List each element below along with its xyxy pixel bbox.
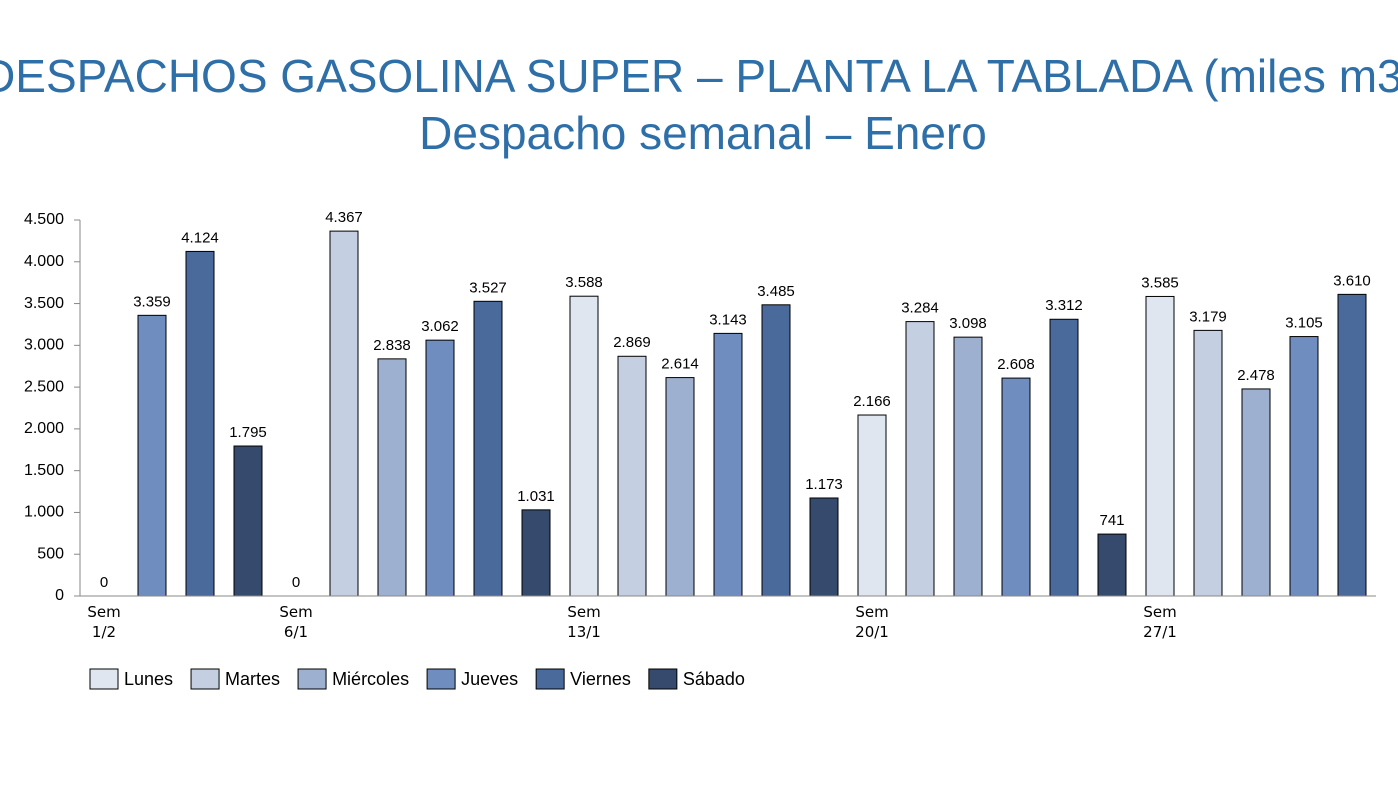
data-label: 3.179 xyxy=(1189,308,1227,325)
y-tick-label: 3.500 xyxy=(24,295,64,312)
legend-swatch xyxy=(297,668,327,690)
x-tick-label: Sem 20/1 xyxy=(855,603,889,641)
data-label: 3.143 xyxy=(709,311,747,328)
bar xyxy=(1337,293,1367,597)
bar xyxy=(1001,377,1031,597)
bar xyxy=(905,321,935,597)
data-label: 2.614 xyxy=(661,356,699,373)
data-label: 741 xyxy=(1099,512,1124,529)
bar xyxy=(185,250,215,597)
bar xyxy=(569,295,599,597)
bar xyxy=(233,445,263,597)
y-tick-label: 4.500 xyxy=(24,211,64,228)
data-label: 0 xyxy=(292,574,300,591)
bar xyxy=(1097,533,1127,597)
data-label: 3.610 xyxy=(1333,272,1371,289)
data-label: 2.166 xyxy=(853,393,891,410)
x-tick-label: Sem 1/2 xyxy=(87,603,121,641)
x-tick-label: Sem 6/1 xyxy=(279,603,313,641)
bar xyxy=(761,304,791,597)
x-tick-label: Sem 13/1 xyxy=(567,603,601,641)
data-label: 3.062 xyxy=(421,318,459,335)
legend-swatch xyxy=(89,668,119,690)
y-tick-label: 4.000 xyxy=(24,253,64,270)
bar xyxy=(1241,388,1271,597)
data-label: 3.312 xyxy=(1045,297,1083,314)
data-label: 1.173 xyxy=(805,476,843,493)
data-label: 2.478 xyxy=(1237,367,1275,384)
bar xyxy=(665,377,695,597)
y-tick-label: 0 xyxy=(55,587,64,604)
legend-swatch xyxy=(426,668,456,690)
bar xyxy=(1145,295,1175,597)
data-label: 0 xyxy=(100,574,108,591)
data-label: 2.608 xyxy=(997,356,1035,373)
bar xyxy=(1289,336,1319,597)
legend-swatch xyxy=(648,668,678,690)
x-tick-label: Sem 27/1 xyxy=(1143,603,1177,641)
legend-swatch xyxy=(535,668,565,690)
chart-subtitle: Despacho semanal – Enero xyxy=(419,107,987,159)
bar xyxy=(713,332,743,597)
bar xyxy=(521,509,551,597)
y-tick-label: 2.000 xyxy=(24,420,64,437)
y-tick-label: 2.500 xyxy=(24,378,64,395)
data-label: 3.284 xyxy=(901,300,939,317)
legend-label: Lunes xyxy=(124,669,173,689)
data-label: 3.485 xyxy=(757,283,795,300)
data-label: 3.359 xyxy=(133,293,171,310)
y-tick-label: 1.500 xyxy=(24,462,64,479)
data-label: 3.585 xyxy=(1141,274,1179,291)
legend-label: Viernes xyxy=(570,669,631,689)
data-label: 4.367 xyxy=(325,209,363,226)
y-tick-label: 3.000 xyxy=(24,337,64,354)
data-label: 3.527 xyxy=(469,279,507,296)
y-tick-label: 500 xyxy=(37,545,64,562)
legend-label: Martes xyxy=(225,669,280,689)
legend-swatch xyxy=(190,668,220,690)
data-label: 3.098 xyxy=(949,315,987,332)
data-label: 4.124 xyxy=(181,229,219,246)
bar xyxy=(425,339,455,597)
data-label: 1.031 xyxy=(517,488,555,505)
bar xyxy=(1049,318,1079,597)
data-label: 1.795 xyxy=(229,424,267,441)
chart-title: DESPACHOS GASOLINA SUPER – PLANTA LA TAB… xyxy=(0,50,1398,102)
legend-label: Miércoles xyxy=(332,669,409,689)
bar xyxy=(809,497,839,597)
data-label: 3.588 xyxy=(565,274,603,291)
data-label: 2.838 xyxy=(373,337,411,354)
data-label: 2.869 xyxy=(613,334,651,351)
y-tick-label: 1.000 xyxy=(24,504,64,521)
bar xyxy=(473,300,503,597)
legend-label: Jueves xyxy=(461,669,518,689)
data-label: 3.105 xyxy=(1285,315,1323,332)
bar xyxy=(137,314,167,597)
bar xyxy=(377,358,407,597)
bar xyxy=(1193,329,1223,597)
bar xyxy=(857,414,887,597)
legend-label: Sábado xyxy=(683,669,745,689)
bar xyxy=(329,230,359,597)
bar xyxy=(953,336,983,597)
bar xyxy=(617,355,647,597)
